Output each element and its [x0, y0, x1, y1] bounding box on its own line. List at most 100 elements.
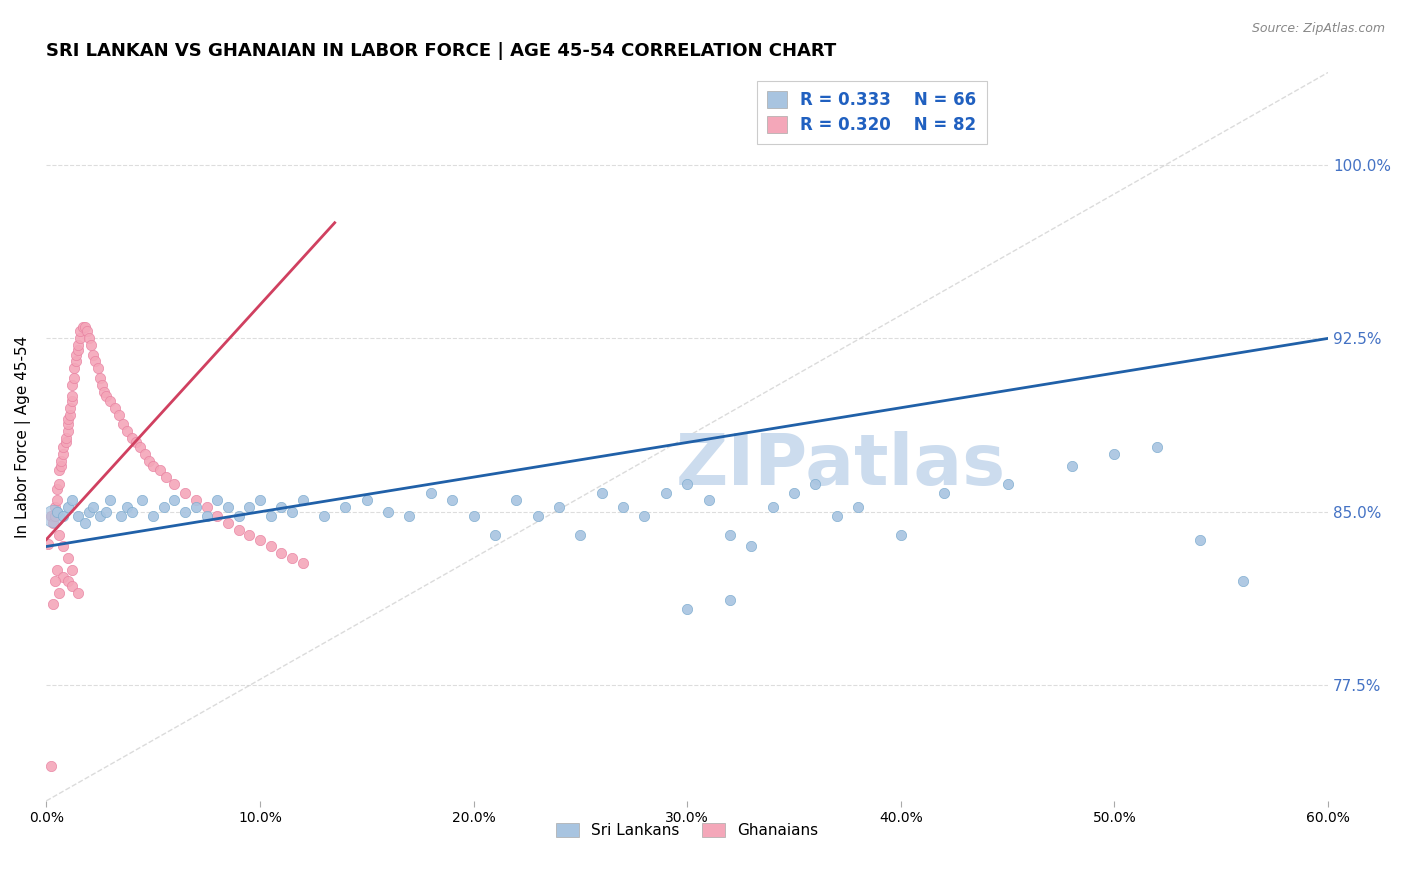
Point	[356, 493, 378, 508]
Point	[52, 540, 75, 554]
Point	[1104, 447, 1126, 461]
Point	[142, 458, 165, 473]
Point	[270, 546, 292, 560]
Point	[77, 505, 100, 519]
Point	[67, 338, 90, 352]
Point	[484, 528, 506, 542]
Point	[1146, 440, 1168, 454]
Point	[184, 500, 207, 515]
Point	[69, 325, 91, 339]
Point	[48, 463, 70, 477]
Point	[163, 493, 186, 508]
Point	[56, 500, 79, 515]
Point	[59, 401, 82, 415]
Point	[52, 509, 75, 524]
Point	[73, 516, 96, 531]
Point	[890, 528, 912, 542]
Point	[997, 477, 1019, 491]
Point	[526, 509, 548, 524]
Point	[804, 477, 827, 491]
Point	[134, 447, 156, 461]
Point	[67, 343, 90, 357]
Point	[44, 574, 66, 589]
Point	[60, 579, 83, 593]
Point	[56, 412, 79, 426]
Point	[377, 505, 399, 519]
Point	[1060, 458, 1083, 473]
Point	[98, 493, 121, 508]
Point	[697, 493, 720, 508]
Point	[84, 354, 107, 368]
Point	[591, 486, 613, 500]
Point	[76, 325, 98, 339]
Point	[228, 524, 250, 538]
Point	[718, 528, 741, 542]
Point	[77, 331, 100, 345]
Point	[505, 493, 527, 508]
Point	[67, 509, 90, 524]
Point	[249, 493, 271, 508]
Point	[110, 509, 132, 524]
Point	[655, 486, 678, 500]
Point	[312, 509, 335, 524]
Point	[89, 509, 111, 524]
Point	[217, 500, 239, 515]
Point	[238, 528, 260, 542]
Point	[131, 493, 153, 508]
Point	[238, 500, 260, 515]
Point	[259, 540, 281, 554]
Point	[82, 500, 104, 515]
Point	[335, 500, 357, 515]
Point	[129, 440, 152, 454]
Point	[60, 389, 83, 403]
Legend: Sri Lankans, Ghanaians: Sri Lankans, Ghanaians	[550, 817, 825, 844]
Point	[46, 482, 69, 496]
Point	[121, 505, 143, 519]
Point	[63, 361, 86, 376]
Point	[41, 597, 63, 611]
Point	[932, 486, 955, 500]
Text: Source: ZipAtlas.com: Source: ZipAtlas.com	[1251, 22, 1385, 36]
Point	[270, 500, 292, 515]
Point	[51, 454, 73, 468]
Point	[291, 493, 314, 508]
Point	[1232, 574, 1254, 589]
Point	[152, 500, 174, 515]
Point	[184, 493, 207, 508]
Point	[762, 500, 785, 515]
Point	[67, 586, 90, 600]
Point	[112, 417, 135, 431]
Point	[217, 516, 239, 531]
Point	[205, 509, 228, 524]
Point	[142, 509, 165, 524]
Point	[117, 424, 139, 438]
Point	[82, 347, 104, 361]
Point	[676, 477, 699, 491]
Point	[281, 551, 304, 566]
Point	[259, 509, 281, 524]
Point	[60, 563, 83, 577]
Point	[281, 505, 304, 519]
Point	[419, 486, 441, 500]
Point	[548, 500, 571, 515]
Point	[398, 509, 420, 524]
Point	[148, 463, 170, 477]
Point	[783, 486, 806, 500]
Point	[125, 435, 148, 450]
Point	[60, 393, 83, 408]
Point	[46, 563, 69, 577]
Point	[163, 477, 186, 491]
Point	[155, 470, 177, 484]
Point	[52, 569, 75, 583]
Text: SRI LANKAN VS GHANAIAN IN LABOR FORCE | AGE 45-54 CORRELATION CHART: SRI LANKAN VS GHANAIAN IN LABOR FORCE | …	[46, 42, 837, 60]
Point	[676, 602, 699, 616]
Point	[633, 509, 655, 524]
Point	[93, 384, 115, 399]
Point	[39, 509, 62, 524]
Point	[121, 431, 143, 445]
Point	[98, 393, 121, 408]
Point	[205, 493, 228, 508]
Point	[73, 319, 96, 334]
Point	[55, 431, 77, 445]
Point	[56, 424, 79, 438]
